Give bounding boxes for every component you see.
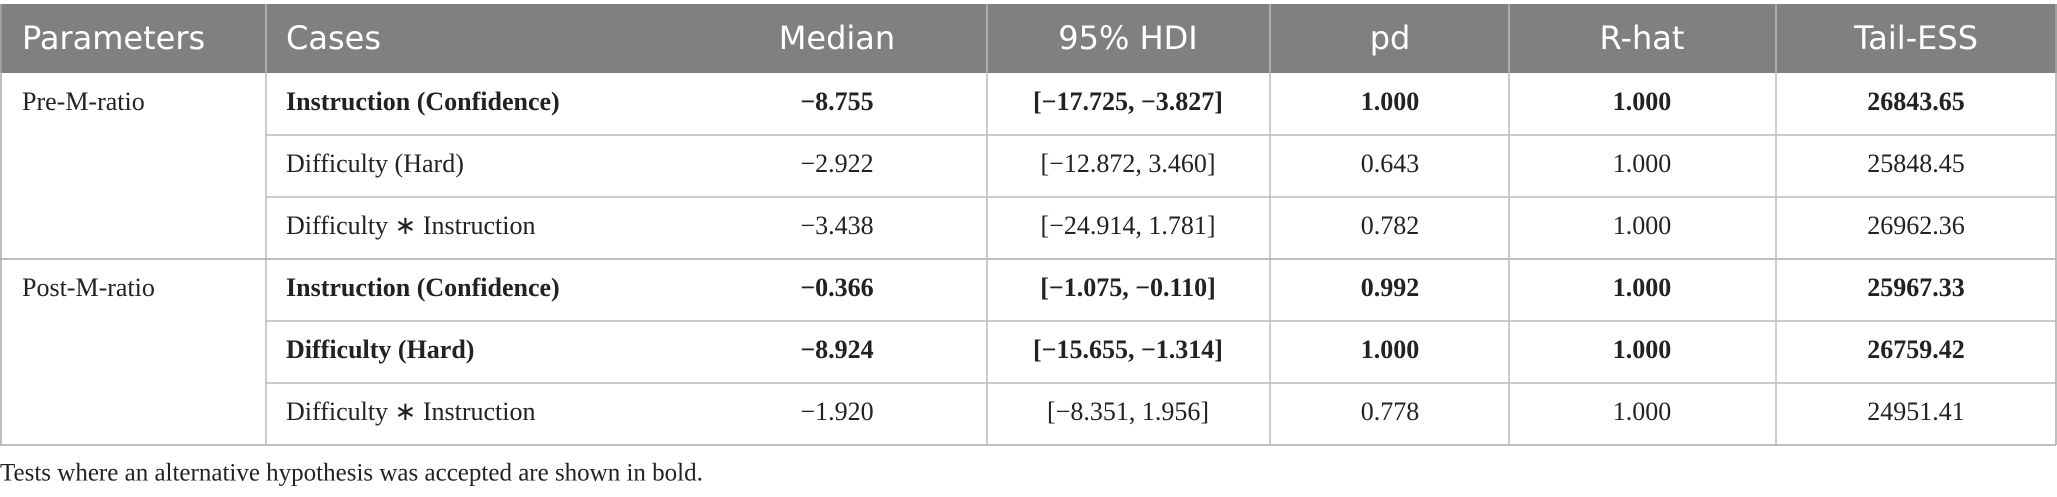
cell: 0.782 — [1361, 211, 1420, 240]
cell: 25848.45 — [1867, 149, 1965, 178]
cell: −2.922 — [800, 149, 873, 178]
cell: Instruction (Confidence) — [286, 87, 560, 116]
parameter-cell: Post-M-ratio — [22, 273, 155, 302]
cell: [−15.655, −1.314] — [1033, 335, 1223, 364]
header-cell: 95% HDI — [1058, 19, 1197, 57]
cell: −3.438 — [800, 211, 873, 240]
cell: Difficulty (Hard) — [286, 149, 464, 178]
header-cell: pd — [1370, 19, 1411, 57]
cell: −8.924 — [800, 335, 873, 364]
header-cell: Parameters — [22, 19, 205, 57]
cell: −8.755 — [800, 87, 873, 116]
cell: 1.000 — [1613, 335, 1672, 364]
cell: 0.778 — [1361, 397, 1420, 426]
cell: 1.000 — [1613, 149, 1672, 178]
cell: [−1.075, −0.110] — [1040, 273, 1216, 302]
cell: 1.000 — [1613, 87, 1672, 116]
cell: [−17.725, −3.827] — [1033, 87, 1223, 116]
header-cell: Cases — [286, 19, 381, 57]
cell: [−12.872, 3.460] — [1041, 149, 1216, 178]
header-cell: Median — [779, 19, 895, 57]
cell: 0.992 — [1361, 273, 1420, 302]
cell: 1.000 — [1613, 397, 1672, 426]
cell: 26962.36 — [1867, 211, 1965, 240]
cell: [−8.351, 1.956] — [1047, 397, 1209, 426]
header-cell: Tail-ESS — [1853, 19, 1978, 57]
header-bg — [0, 4, 2057, 73]
cell: 24951.41 — [1867, 397, 1965, 426]
cell: Difficulty (Hard) — [286, 335, 474, 364]
cell: Difficulty ∗ Instruction — [286, 397, 536, 426]
cell: 1.000 — [1361, 335, 1420, 364]
cell: [−24.914, 1.781] — [1041, 211, 1216, 240]
header-cell: R-hat — [1600, 19, 1685, 57]
cell: 26843.65 — [1867, 87, 1965, 116]
parameter-cell: Pre-M-ratio — [22, 87, 145, 116]
cell: 1.000 — [1361, 87, 1420, 116]
cell: 1.000 — [1613, 273, 1672, 302]
footnote: Tests where an alternative hypothesis wa… — [0, 460, 703, 487]
cell: Difficulty ∗ Instruction — [286, 211, 536, 240]
cell: −1.920 — [800, 397, 873, 426]
cell: 26759.42 — [1867, 335, 1965, 364]
cell: 1.000 — [1613, 211, 1672, 240]
cell: Instruction (Confidence) — [286, 273, 560, 302]
cell: −0.366 — [800, 273, 873, 302]
cell: 25967.33 — [1867, 273, 1965, 302]
cell: 0.643 — [1361, 149, 1420, 178]
